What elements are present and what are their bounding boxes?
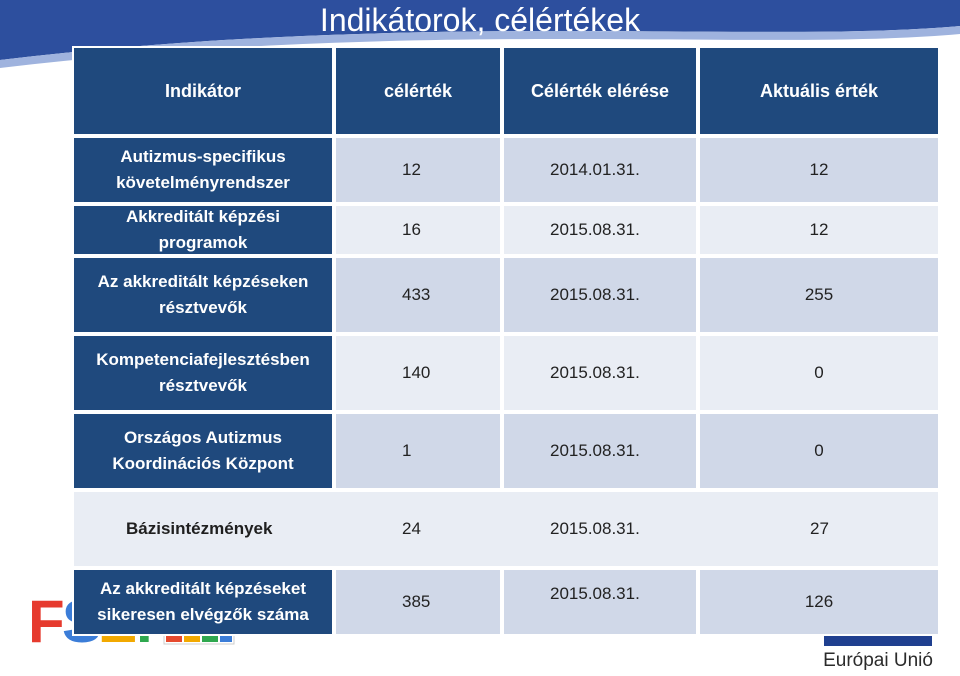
row-1-target: 12: [334, 136, 502, 204]
row-4-target: 140: [334, 334, 502, 412]
row-7-target: 385: [334, 568, 502, 636]
table-header-deadline: Célérték elérése: [502, 46, 698, 136]
row-3-target: 433: [334, 256, 502, 334]
row-2-target: 16: [334, 204, 502, 256]
row-4-deadline: 2015.08.31.: [502, 334, 698, 412]
fszk-logo-letter-f: F: [28, 590, 65, 650]
row-label-4: Kompetenciafejlesztésben résztvevők: [72, 334, 334, 412]
row-2-deadline: 2015.08.31.: [502, 204, 698, 256]
row-6-deadline: 2015.08.31.: [550, 519, 640, 538]
header-band: [0, 0, 960, 68]
row-1-deadline: 2014.01.31.: [502, 136, 698, 204]
row-6-actual: 27: [810, 519, 829, 538]
row-5-target: 1: [334, 412, 502, 490]
row-label-6: Bázisintézmények: [126, 519, 273, 538]
table-header-indicator: Indikátor: [72, 46, 334, 136]
row-label-3: Az akkreditált képzéseken résztvevők: [72, 256, 334, 334]
row-7-actual: 126: [698, 568, 940, 636]
table-header-target: célérték: [334, 46, 502, 136]
row-label-2: Akkreditált képzési programok: [72, 204, 334, 256]
row-4-actual: 0: [698, 334, 940, 412]
table-header-actual: Aktuális érték: [698, 46, 940, 136]
row-5-deadline: 2015.08.31.: [502, 412, 698, 490]
row-3-actual: 255: [698, 256, 940, 334]
row-5-actual: 0: [698, 412, 940, 490]
row-6: Bázisintézmények 24 2015.08.31. 27: [72, 490, 940, 568]
indicator-table: Indikátor célérték Célérték elérése Aktu…: [72, 46, 940, 636]
eu-logo-text: Európai Unió: [823, 650, 933, 671]
row-label-7: Az akkreditált képzéseket sikeresen elvé…: [72, 568, 334, 636]
row-3-deadline: 2015.08.31.: [502, 256, 698, 334]
row-label-1: Autizmus-specifikus követelményrendszer: [72, 136, 334, 204]
page-title: Indikátorok, célértékek: [319, 2, 641, 38]
row-7-deadline: 2015.08.31.: [502, 568, 698, 636]
row-label-5: Országos Autizmus Koordinációs Központ: [72, 412, 334, 490]
row-1-actual: 12: [698, 136, 940, 204]
row-2-actual: 12: [698, 204, 940, 256]
row-6-target: 24: [402, 519, 421, 538]
